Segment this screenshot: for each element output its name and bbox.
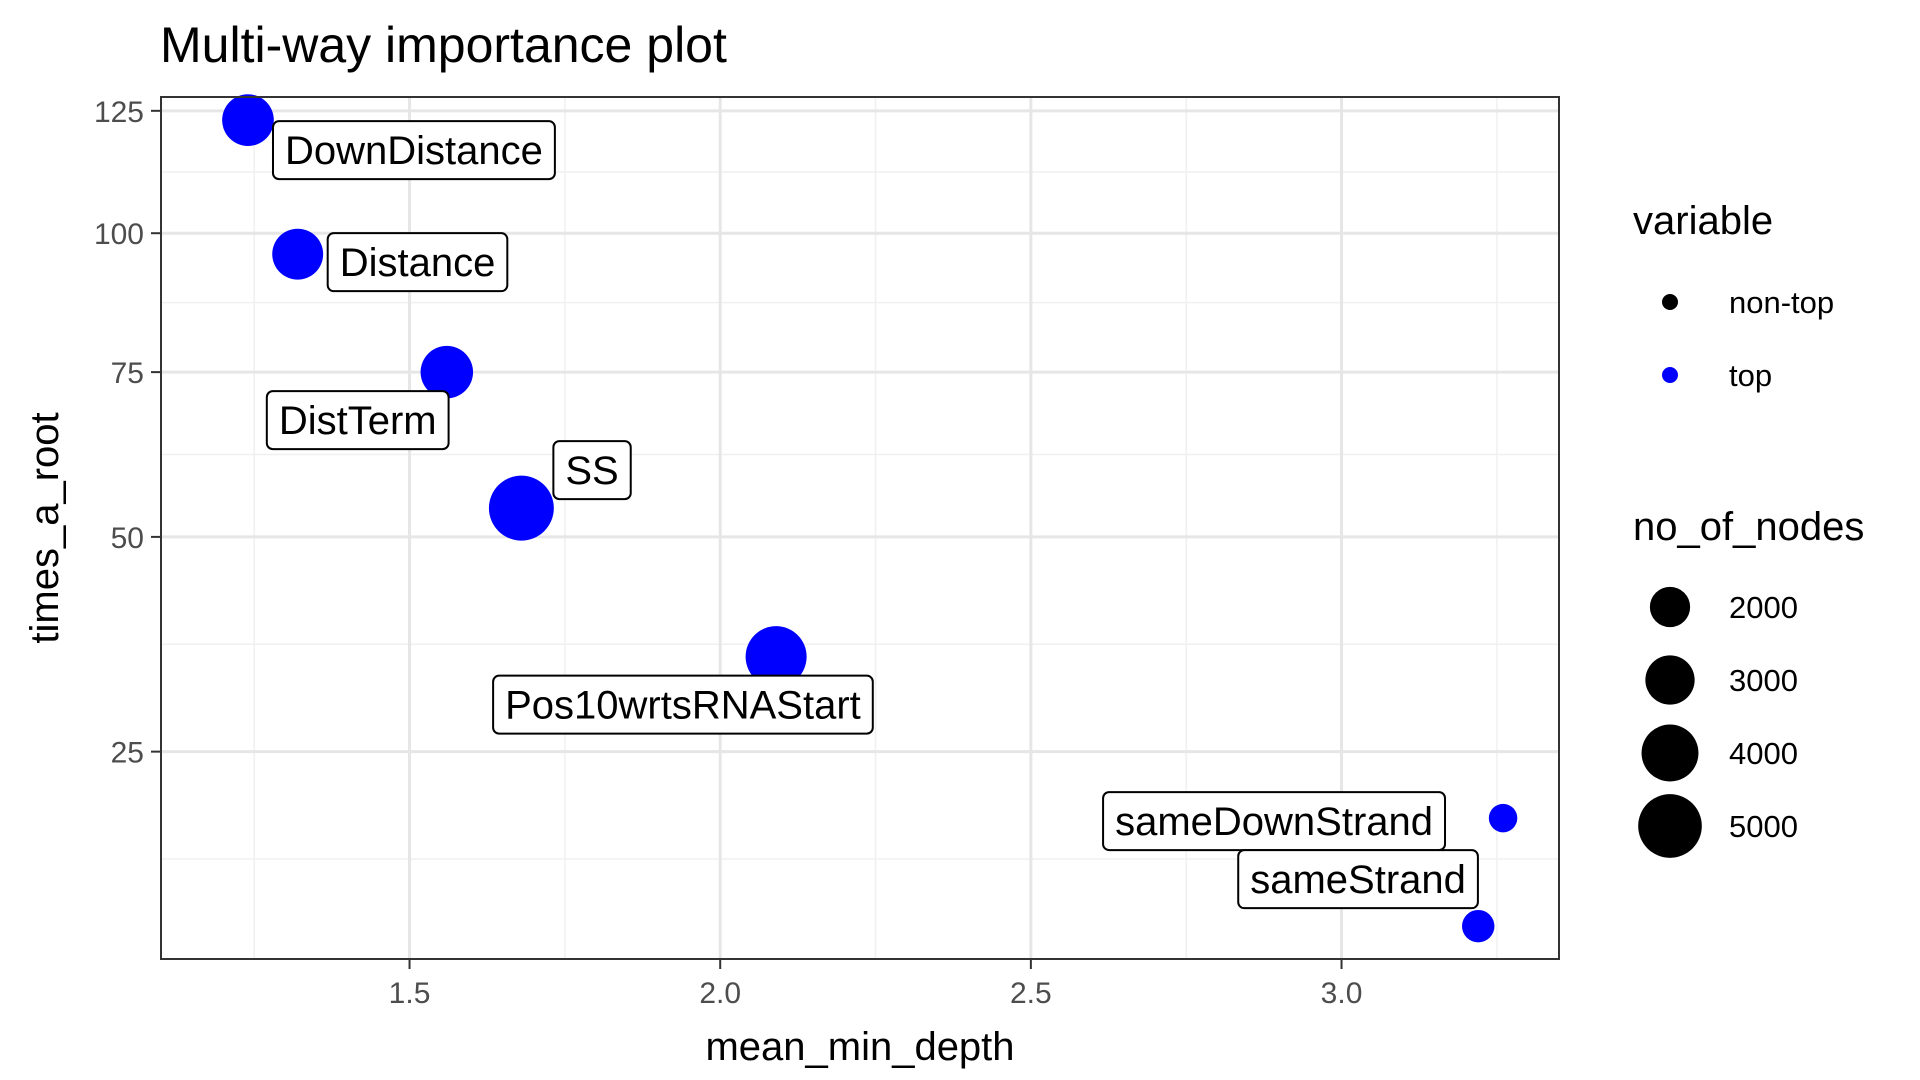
point-label: Pos10wrtsRNAStart <box>492 674 874 735</box>
point-label: Distance <box>326 232 509 293</box>
point-label-box <box>492 674 874 735</box>
x-axis-title: mean_min_depth <box>705 1025 1014 1069</box>
data-point <box>222 94 274 146</box>
point-label-box <box>265 390 450 451</box>
y-axis-title: times_a_root <box>23 412 67 643</box>
point-label-text: Pos10wrtsRNAStart <box>505 684 861 728</box>
legend-size-label: 2000 <box>1729 590 1798 625</box>
data-point <box>420 345 474 399</box>
y-tick-label: 75 <box>111 357 144 390</box>
legend-variable-label: non-top <box>1729 285 1834 320</box>
y-tick-label: 25 <box>111 737 144 770</box>
legend-size-key <box>1649 586 1691 628</box>
point-label-text: SS <box>565 449 618 493</box>
x-tick-label: 2.0 <box>699 977 741 1010</box>
point-label: DistTerm <box>265 390 450 451</box>
y-tick-label: 50 <box>111 522 144 555</box>
legend-size-label: 3000 <box>1729 663 1798 698</box>
data-point <box>745 626 807 688</box>
point-label: DownDistance <box>271 120 556 181</box>
legend-size-key <box>1638 794 1702 858</box>
point-label-text: Distance <box>340 241 496 285</box>
legend-variable-key <box>1662 294 1678 310</box>
legend-variable-label: top <box>1729 358 1772 393</box>
y-tick-label: 100 <box>94 218 144 251</box>
data-points <box>222 94 1518 943</box>
point-label-text: sameDownStrand <box>1115 800 1433 844</box>
legend-size-key <box>1645 655 1695 705</box>
x-tick-label: 2.5 <box>1010 977 1052 1010</box>
data-point <box>272 228 324 280</box>
x-tick-label: 1.5 <box>389 977 431 1010</box>
legend-size-title: no_of_nodes <box>1633 505 1864 549</box>
point-label: sameDownStrand <box>1102 791 1447 852</box>
x-tick-label: 3.0 <box>1321 977 1363 1010</box>
data-point <box>1462 909 1495 943</box>
point-label-text: DownDistance <box>285 129 543 173</box>
point-label-box <box>326 232 509 293</box>
y-tick-label: 125 <box>94 96 144 129</box>
legend-size-label: 5000 <box>1729 809 1798 844</box>
point-labels: DownDistance Distance DistTerm SS Pos10wrtsR… <box>265 120 1479 910</box>
legend-size-label: 4000 <box>1729 736 1798 771</box>
point-label: sameStrand <box>1237 849 1479 910</box>
legend-variable-key <box>1662 367 1678 383</box>
legend-size-key <box>1641 724 1699 782</box>
legend: variable non-top top no_of_nodes 2000 3000 400… <box>1633 199 1864 858</box>
point-label-box <box>1237 849 1479 910</box>
grid-lines <box>161 97 1559 959</box>
data-point <box>488 475 554 541</box>
point-label-text: DistTerm <box>279 399 437 443</box>
legend-variable-title: variable <box>1633 199 1773 243</box>
point-label-box <box>552 440 632 501</box>
point-label-text: sameStrand <box>1250 858 1466 902</box>
data-point <box>1488 803 1518 833</box>
point-label-box <box>271 120 556 181</box>
chart-title: Multi-way importance plot <box>160 17 727 73</box>
plot-panel-border <box>160 96 1560 960</box>
point-label: SS <box>552 440 632 501</box>
axis-ticks: 1.5 2.0 2.5 3.0 25 50 75 100 125 <box>94 96 1362 1010</box>
